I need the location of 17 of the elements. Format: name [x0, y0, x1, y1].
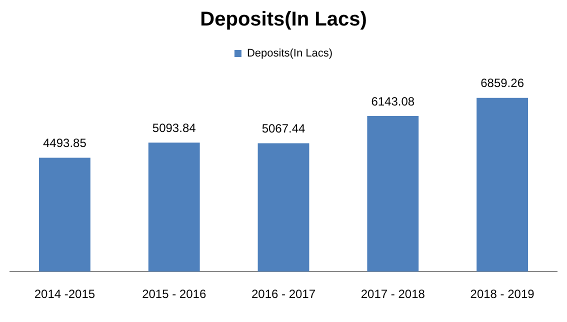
- legend-label: Deposits(In Lacs): [246, 48, 333, 60]
- bar: [258, 143, 310, 272]
- x-tick-label: 2015 - 2016: [142, 287, 206, 302]
- chart-title: Deposits(In Lacs): [200, 8, 367, 31]
- x-tick-label: 2018 - 2019: [470, 287, 535, 302]
- bar: [148, 142, 200, 272]
- x-tick-label: 2016 - 2017: [251, 287, 316, 302]
- x-tick-label: 2017 - 2018: [360, 287, 426, 302]
- data-label: 5093.84: [152, 120, 196, 135]
- data-label: 5067.44: [262, 122, 306, 136]
- x-tick-label: 2014 -2015: [34, 287, 96, 302]
- bar: [367, 116, 419, 272]
- data-label: 6859.26: [480, 76, 524, 90]
- bar: [38, 158, 90, 272]
- data-label: 4493.85: [43, 136, 87, 150]
- data-label: 6143.08: [371, 94, 415, 108]
- bar: [476, 98, 528, 272]
